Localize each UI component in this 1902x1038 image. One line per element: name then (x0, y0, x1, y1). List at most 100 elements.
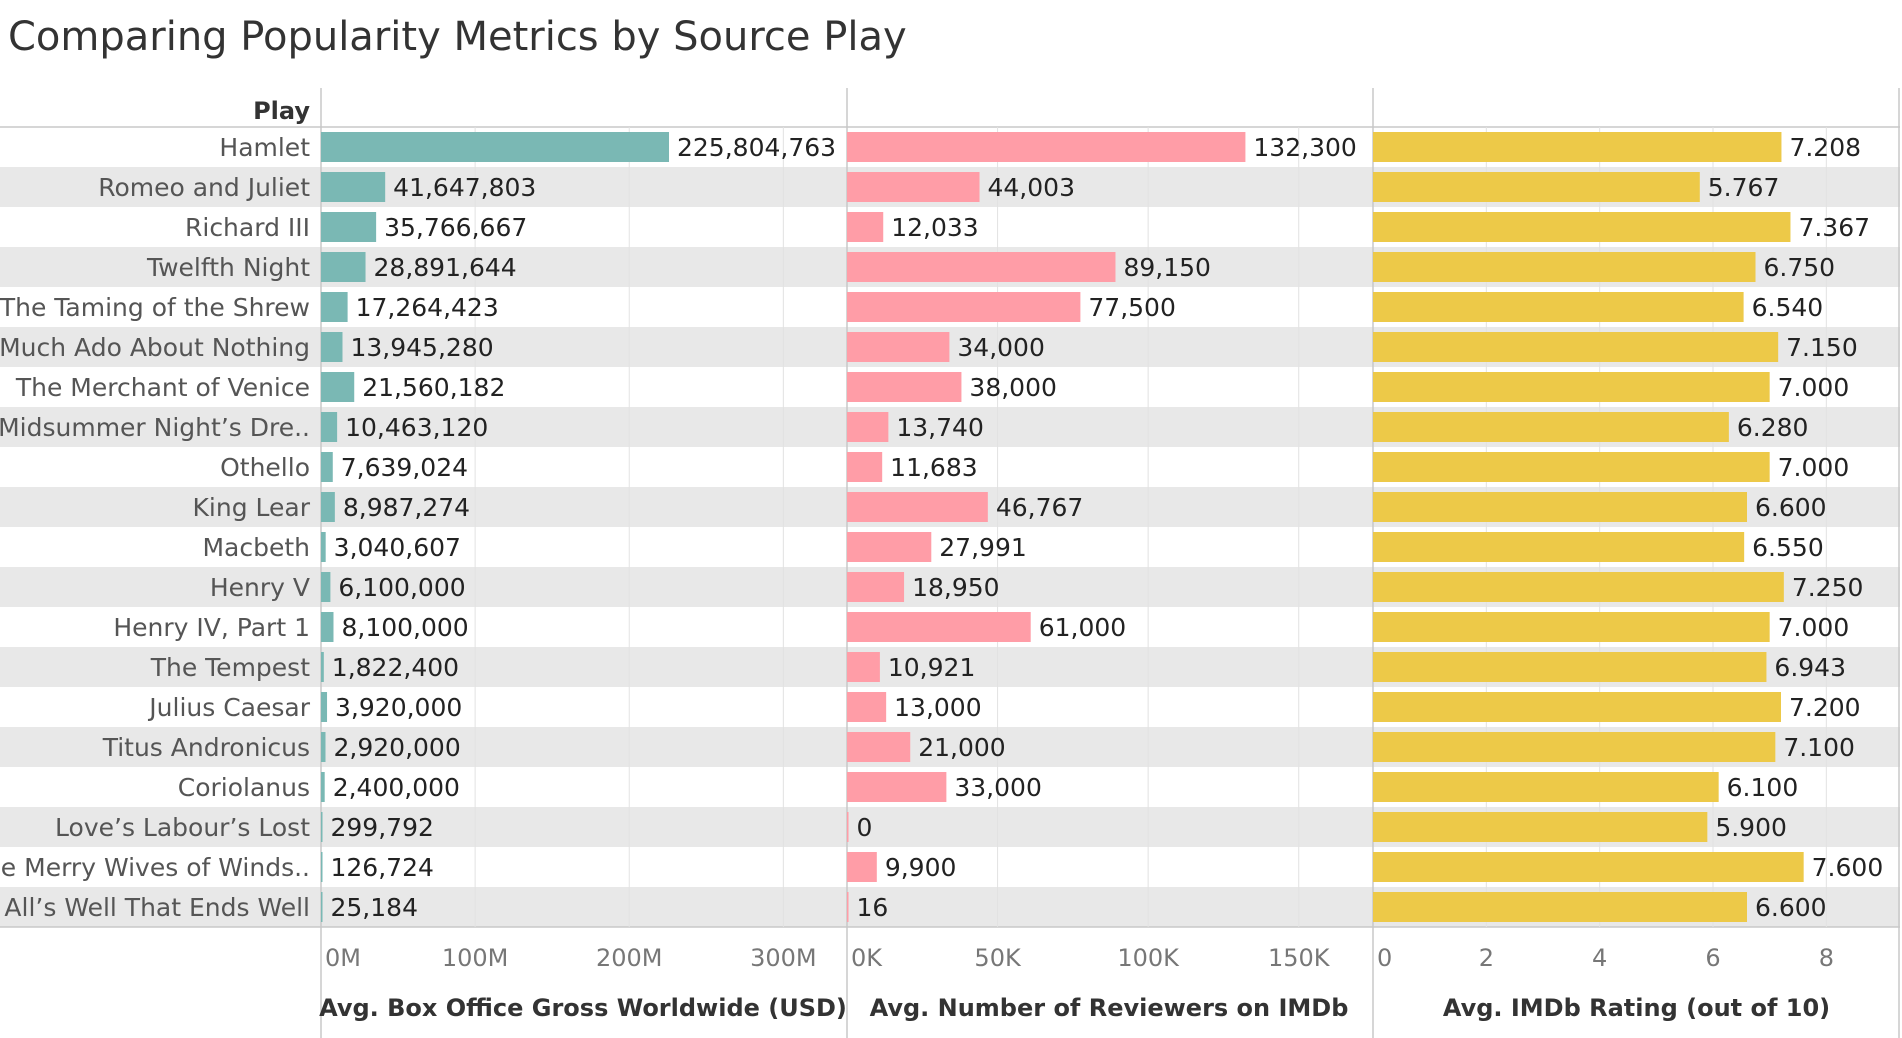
bar (321, 852, 323, 882)
data-label: 1,822,400 (332, 653, 459, 682)
axis-title: Avg. Number of Reviewers on IMDb (870, 994, 1349, 1022)
data-label: 7.200 (1789, 693, 1861, 722)
axis-title: Avg. Box Office Gross Worldwide (USD) (319, 994, 847, 1022)
tick-label: 50K (974, 944, 1022, 972)
tick-label: 0M (325, 944, 361, 972)
bar (321, 212, 377, 242)
data-label: 21,000 (918, 733, 1005, 762)
bar (321, 652, 324, 682)
data-label: 7.000 (1778, 453, 1850, 482)
data-label: 5.767 (1708, 173, 1780, 202)
bar (321, 252, 366, 282)
data-label: 3,040,607 (334, 533, 461, 562)
bar (321, 532, 326, 562)
bar (1373, 452, 1770, 482)
bar (847, 572, 905, 602)
data-label: 61,000 (1039, 613, 1126, 642)
category-label: Love’s Labour’s Lost (55, 813, 310, 842)
data-label: 21,560,182 (362, 373, 505, 402)
category-label: Much Ado About Nothing (0, 333, 310, 362)
bar (321, 412, 338, 442)
chart-title: Comparing Popularity Metrics by Source P… (8, 14, 907, 60)
data-label: 33,000 (954, 773, 1041, 802)
bar (321, 492, 335, 522)
data-label: 11,683 (890, 453, 977, 482)
data-label: 6.100 (1727, 773, 1799, 802)
bar (847, 652, 880, 682)
data-label: 8,100,000 (341, 613, 468, 642)
bar (847, 492, 988, 522)
category-label: Coriolanus (178, 773, 310, 802)
data-label: 77,500 (1088, 293, 1175, 322)
data-label: 6.750 (1764, 253, 1836, 282)
data-label: 27,991 (939, 533, 1026, 562)
data-label: 7.208 (1789, 133, 1861, 162)
category-label: Julius Caesar (147, 693, 310, 722)
tick-label: 200M (596, 944, 663, 972)
data-label: 6,100,000 (338, 573, 465, 602)
tick-label: 100M (442, 944, 509, 972)
bar (321, 452, 333, 482)
tick-label: 0K (851, 944, 883, 972)
category-label: The Tempest (150, 653, 310, 682)
data-label: 5.900 (1715, 813, 1787, 842)
data-label: 38,000 (969, 373, 1056, 402)
bar (1373, 372, 1770, 402)
tick-label: 4 (1592, 944, 1607, 972)
category-label: A Midsummer Night’s Dre.. (0, 413, 310, 442)
data-label: 13,740 (896, 413, 983, 442)
data-label: 7.100 (1783, 733, 1855, 762)
data-label: 89,150 (1123, 253, 1210, 282)
bar (321, 812, 323, 842)
bar (321, 692, 328, 722)
data-label: 7.250 (1792, 573, 1864, 602)
tick-label: 300M (750, 944, 817, 972)
bar (847, 412, 889, 442)
data-label: 12,033 (891, 213, 978, 242)
data-label: 6.943 (1774, 653, 1846, 682)
category-label: Hamlet (219, 133, 310, 162)
data-label: 7.367 (1798, 213, 1870, 242)
bar (1373, 532, 1745, 562)
category-label: The Taming of the Shrew (0, 293, 310, 322)
bar (321, 332, 343, 362)
data-label: 8,987,274 (343, 493, 470, 522)
bar (1373, 412, 1729, 442)
bar (321, 572, 331, 602)
bar (321, 172, 386, 202)
tick-label: 8 (1819, 944, 1834, 972)
bar (1373, 492, 1747, 522)
data-label: 16 (857, 893, 889, 922)
data-label: 7.000 (1778, 613, 1850, 642)
category-label: Romeo and Juliet (98, 173, 310, 202)
data-label: 18,950 (912, 573, 999, 602)
data-label: 3,920,000 (335, 693, 462, 722)
category-label: All’s Well That Ends Well (4, 893, 310, 922)
bar (847, 612, 1031, 642)
bar (1373, 572, 1784, 602)
tick-label: 2 (1479, 944, 1494, 972)
bar (847, 292, 1081, 322)
row-header-label: Play (253, 97, 310, 125)
data-label: 10,921 (888, 653, 975, 682)
bar (847, 172, 980, 202)
data-label: 7.150 (1786, 333, 1858, 362)
data-label: 132,300 (1253, 133, 1356, 162)
bar (321, 292, 348, 322)
bar (1373, 732, 1776, 762)
bar (847, 692, 887, 722)
bar (1373, 212, 1791, 242)
data-label: 2,920,000 (334, 733, 461, 762)
bar (847, 452, 883, 482)
bar (321, 612, 334, 642)
category-label: Henry IV, Part 1 (113, 613, 310, 642)
tick-label: 0 (1377, 944, 1392, 972)
bar (847, 212, 884, 242)
bar (1373, 172, 1700, 202)
data-label: 44,003 (988, 173, 1075, 202)
category-label: The Merchant of Venice (15, 373, 310, 402)
category-label: Richard III (185, 213, 310, 242)
category-label: The Merry Wives of Winds.. (0, 853, 310, 882)
category-label: Othello (220, 453, 310, 482)
